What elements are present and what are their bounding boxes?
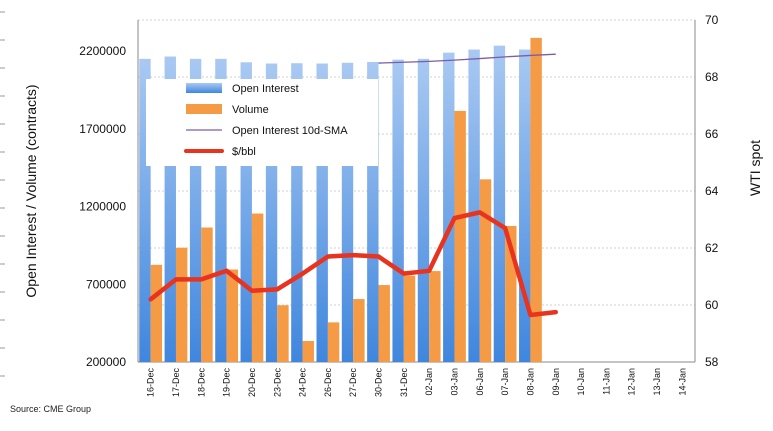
x-tick-label: 16-Dec xyxy=(146,368,156,398)
bar-open-interest xyxy=(215,58,227,362)
x-tick-label: 31-Dec xyxy=(399,368,409,398)
x-tick-label: 14-Jan xyxy=(677,368,687,396)
y2-tick-label: 58 xyxy=(705,355,719,369)
x-tick-label: 17-Dec xyxy=(171,368,181,398)
bar-open-interest xyxy=(164,56,176,362)
bar-open-interest xyxy=(519,49,531,362)
legend-label: Volume xyxy=(232,104,269,116)
x-tick-label: 03-Jan xyxy=(449,368,459,396)
bar-volume xyxy=(479,179,492,362)
x-tick-label: 20-Dec xyxy=(247,368,257,398)
bar-volume xyxy=(353,299,365,362)
bar-volume xyxy=(277,305,289,362)
legend-label: Open Interest xyxy=(232,83,299,95)
source-note: Source: CME Group xyxy=(10,404,92,414)
bar-open-interest xyxy=(468,49,480,362)
y2-tick-label: 64 xyxy=(705,184,719,198)
y2-tick-label: 66 xyxy=(705,127,719,141)
bar-open-interest xyxy=(417,58,430,362)
line-oi-sma xyxy=(378,53,556,64)
bar-volume xyxy=(530,37,542,363)
y2-tick-label: 70 xyxy=(705,13,719,27)
x-tick-label: 06-Jan xyxy=(475,368,485,396)
bar-volume xyxy=(327,322,340,362)
bar-open-interest xyxy=(443,52,455,363)
bar-open-interest xyxy=(189,58,202,362)
y-tick-label: 700000 xyxy=(86,277,126,291)
x-tick-label: 26-Dec xyxy=(323,368,333,398)
y2-tick-label: 62 xyxy=(705,241,719,255)
x-tick-label: 11-Jan xyxy=(601,368,611,395)
legend-swatch-open-interest xyxy=(186,83,222,93)
x-tick-label: 07-Jan xyxy=(500,368,510,396)
x-tick-label: 18-Dec xyxy=(196,368,206,398)
x-tick-label: 19-Dec xyxy=(222,368,232,398)
x-tick-label: 12-Jan xyxy=(627,368,637,396)
y-tick-label: 200000 xyxy=(86,355,126,369)
x-tick-label: 23-Dec xyxy=(272,368,282,398)
y2-tick-label: 68 xyxy=(705,70,719,84)
bar-open-interest xyxy=(265,63,278,362)
y-tick-label: 1700000 xyxy=(79,122,126,136)
bar-open-interest xyxy=(392,59,404,363)
bar-volume xyxy=(226,269,239,362)
bar-volume xyxy=(505,225,517,362)
legend-label: Open Interest 10d-SMA xyxy=(232,125,348,137)
bar-open-interest xyxy=(316,63,328,362)
y-tick-label: 2200000 xyxy=(79,44,126,58)
x-tick-label: 10-Jan xyxy=(576,368,586,396)
bar-open-interest xyxy=(291,63,303,362)
bar-open-interest xyxy=(341,62,354,362)
x-tick-label: 08-Jan xyxy=(525,368,535,396)
edge-ticks xyxy=(0,11,5,377)
x-tick-label: 27-Dec xyxy=(348,368,358,398)
bar-volume xyxy=(251,213,264,362)
bar-volume xyxy=(403,275,416,362)
y-axis-title: Open Interest / Volume (contracts) xyxy=(23,84,39,297)
bar-open-interest xyxy=(367,61,379,363)
legend: Open Interest Volume Open Interest 10d-SMA… xyxy=(146,79,378,166)
y-tick-label: 1200000 xyxy=(79,200,126,214)
legend-swatch-volume xyxy=(186,104,222,114)
x-tick-label: 13-Jan xyxy=(652,368,662,396)
bar-volume xyxy=(201,227,213,362)
bar-volume xyxy=(454,110,466,362)
bar-volume xyxy=(378,285,390,362)
x-tick-label: 24-Dec xyxy=(298,368,308,398)
y2-axis-title: WTI spot xyxy=(747,140,763,196)
bar-volume xyxy=(150,264,163,362)
bar-open-interest xyxy=(139,58,151,362)
legend-label: $/bbl xyxy=(232,146,256,158)
bars xyxy=(139,37,542,363)
line-price xyxy=(148,210,558,318)
x-tick-label: 30-Dec xyxy=(374,368,384,398)
bar-open-interest xyxy=(493,45,506,363)
bar-volume xyxy=(175,247,188,362)
x-tick-label: 02-Jan xyxy=(424,368,434,396)
bar-volume xyxy=(429,271,441,362)
x-tick-label: 09-Jan xyxy=(551,368,561,396)
bar-volume xyxy=(302,341,314,362)
y2-tick-label: 60 xyxy=(705,298,719,312)
bar-open-interest xyxy=(240,62,252,363)
